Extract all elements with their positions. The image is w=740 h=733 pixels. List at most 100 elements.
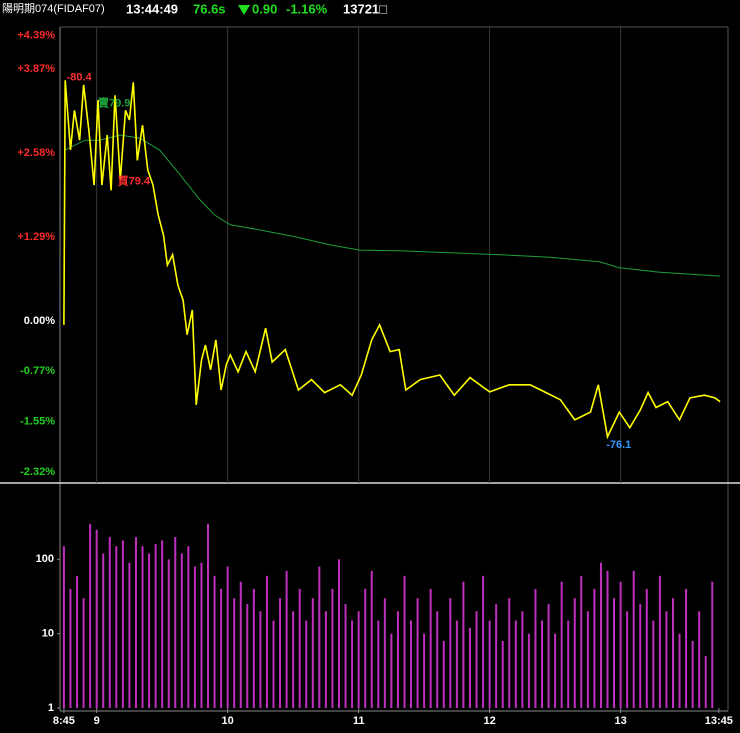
volume-bar	[639, 604, 642, 708]
volume-bar	[226, 566, 229, 708]
volume-bar	[403, 575, 406, 708]
volume-bar	[252, 588, 255, 708]
y-tick-label: +4.39%	[17, 29, 55, 41]
volume-bar	[619, 581, 622, 708]
volume-bar	[711, 581, 714, 708]
volume-bar	[685, 588, 688, 708]
volume-bar	[298, 588, 301, 708]
volume-bar	[207, 523, 210, 708]
volume-bar	[613, 598, 616, 708]
annotation: -76.1	[606, 439, 631, 451]
volume-bar	[534, 588, 537, 708]
volume-bar	[265, 575, 268, 708]
volume-bar	[416, 598, 419, 708]
y-tick-label: -0.77%	[20, 365, 55, 377]
clock: 13:44:49	[126, 1, 178, 16]
volume-bar	[593, 588, 596, 708]
volume-bar	[76, 575, 79, 708]
volume-bar	[573, 598, 576, 708]
grid-layer	[57, 27, 720, 713]
volume-bar	[154, 544, 157, 708]
series-line	[63, 80, 721, 440]
volume-bar	[95, 529, 98, 708]
volume-bar	[324, 611, 327, 708]
volume-bar	[279, 598, 282, 708]
volume-bar	[272, 620, 275, 708]
volume-bar	[462, 581, 465, 708]
percent-change: -1.16%	[286, 1, 328, 16]
volume-bar	[449, 598, 452, 708]
volume-bar	[292, 611, 295, 708]
y-tick-label: +3.87%	[17, 63, 55, 75]
annotation: -80.4	[67, 72, 93, 84]
volume-bar	[541, 620, 544, 708]
volume-bar	[69, 588, 72, 708]
volume-bar	[383, 598, 386, 708]
volume-bar	[586, 611, 589, 708]
y-tick-label: -2.32%	[20, 466, 55, 478]
volume-bar	[645, 588, 648, 708]
volume-bar	[632, 570, 635, 708]
volume-bar	[337, 559, 340, 708]
volume-bar	[377, 620, 380, 708]
volume-bar	[442, 640, 445, 708]
volume-bar	[180, 553, 183, 708]
volume-bar	[567, 620, 570, 708]
volume-bar	[102, 553, 105, 708]
volume-bar	[455, 620, 458, 708]
annotation: 買79.4	[118, 175, 151, 188]
volume-bar	[547, 604, 550, 708]
x-tick-label: 12	[483, 715, 495, 727]
volume-bar	[626, 611, 629, 708]
volume-bar	[488, 620, 491, 708]
volume-bar	[468, 627, 471, 708]
volume-bar	[239, 581, 242, 708]
volume-bar	[161, 540, 164, 708]
x-tick-label: 10	[222, 715, 234, 727]
x-tick-label: 13:45	[705, 715, 733, 727]
volume-bar	[82, 598, 85, 708]
x-tick-label: 9	[94, 715, 100, 727]
volume-bar	[423, 633, 426, 708]
volume-bar	[390, 633, 393, 708]
volume-bar	[108, 536, 111, 708]
volume-bar	[560, 581, 563, 708]
volume-bar	[501, 640, 504, 708]
down-arrow	[238, 5, 250, 15]
volume-bar	[527, 633, 530, 708]
volume-bar	[521, 611, 524, 708]
volume-bar	[311, 598, 314, 708]
y-tick-label: 1	[48, 702, 54, 714]
volume-bar	[193, 566, 196, 708]
volume-bar	[482, 575, 485, 708]
volume-bar	[259, 611, 262, 708]
volume-bar	[134, 536, 137, 708]
volume-bar	[436, 611, 439, 708]
volume-bar	[128, 562, 131, 708]
volume-bar	[148, 553, 151, 708]
label-layer: +4.39% +3.87% +2.58% +1.29% 0.00% -0.77% -1.55…	[17, 29, 733, 727]
volume-bar	[305, 620, 308, 708]
volume-bar	[514, 620, 517, 708]
x-tick-label: 11	[353, 715, 365, 727]
volume-bar	[331, 588, 334, 708]
volume-bar	[115, 546, 118, 708]
volume-bar	[704, 656, 707, 708]
volume-bar	[691, 640, 694, 708]
price-change: 0.90	[252, 1, 277, 16]
volume-bar	[364, 588, 367, 708]
y-tick-label: 100	[36, 553, 54, 565]
x-tick-label: 13	[614, 715, 626, 727]
volume-bar	[580, 575, 583, 708]
volume-bar	[429, 588, 432, 708]
volume-bar	[62, 546, 65, 708]
mark-layer	[62, 80, 721, 708]
volume-bar	[174, 536, 177, 708]
volume-bar	[344, 604, 347, 708]
volume-bar	[410, 620, 413, 708]
volume-bar	[351, 620, 354, 708]
volume-bar	[318, 566, 321, 708]
y-tick-label: 10	[42, 628, 54, 640]
volume-bar	[658, 575, 661, 708]
